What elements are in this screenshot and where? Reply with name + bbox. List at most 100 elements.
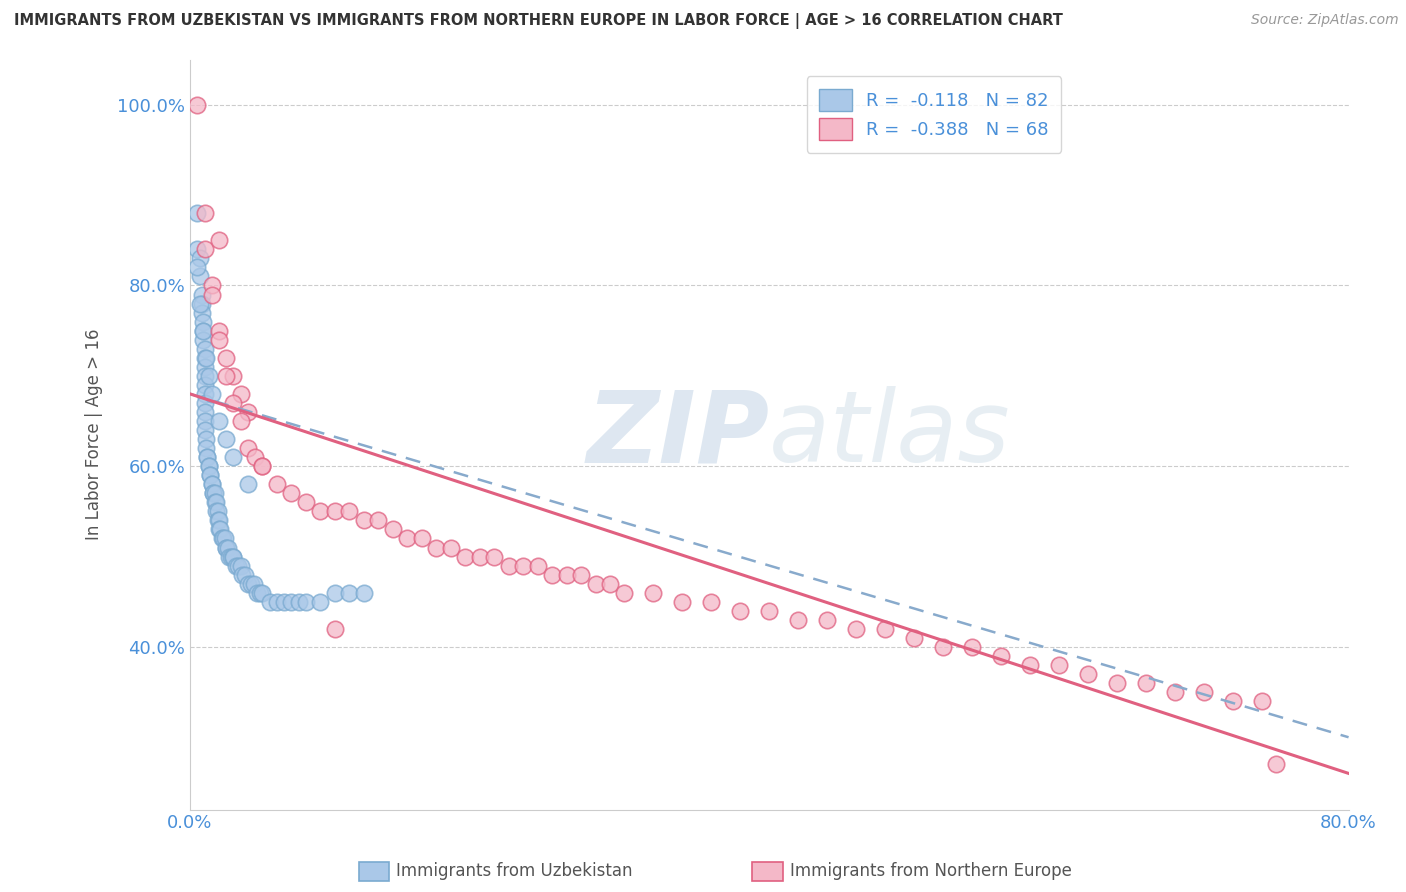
Point: [193, 243, 215, 257]
Point: [188, 269, 211, 284]
Point: [700, 595, 723, 609]
Point: [208, 324, 231, 338]
Point: [242, 576, 264, 591]
Point: [266, 477, 288, 491]
Point: [191, 333, 214, 347]
Point: [219, 549, 242, 564]
Point: [1164, 685, 1187, 699]
Text: Immigrants from Northern Europe: Immigrants from Northern Europe: [790, 863, 1071, 880]
Point: [367, 513, 389, 527]
Point: [217, 541, 239, 555]
Point: [845, 622, 868, 636]
Point: [903, 631, 925, 645]
Point: [188, 296, 211, 310]
Point: [541, 567, 564, 582]
Point: [200, 468, 222, 483]
Point: [193, 423, 215, 437]
Point: [186, 206, 208, 220]
Point: [197, 450, 219, 465]
Point: [191, 324, 214, 338]
Point: [875, 622, 897, 636]
Point: [229, 387, 252, 401]
Point: [186, 260, 208, 275]
Point: [246, 585, 269, 599]
Point: [787, 613, 810, 627]
Point: [555, 567, 578, 582]
Point: [932, 640, 955, 654]
Point: [195, 351, 218, 365]
Point: [1222, 694, 1244, 708]
Point: [195, 432, 218, 446]
Point: [195, 441, 218, 455]
Point: [205, 504, 228, 518]
Point: [381, 523, 404, 537]
Point: [197, 450, 219, 465]
Point: [236, 576, 259, 591]
Text: IMMIGRANTS FROM UZBEKISTAN VS IMMIGRANTS FROM NORTHERN EUROPE IN LABOR FORCE | A: IMMIGRANTS FROM UZBEKISTAN VS IMMIGRANTS…: [14, 13, 1063, 29]
Point: [236, 477, 259, 491]
Point: [215, 541, 238, 555]
Point: [222, 368, 245, 383]
Point: [201, 477, 224, 491]
Point: [569, 567, 592, 582]
Point: [323, 622, 346, 636]
Point: [440, 541, 463, 555]
Point: [198, 459, 221, 474]
Point: [222, 450, 245, 465]
Point: [193, 405, 215, 419]
Point: [323, 585, 346, 599]
Point: [193, 368, 215, 383]
Y-axis label: In Labor Force | Age > 16: In Labor Force | Age > 16: [86, 329, 103, 541]
Point: [273, 595, 295, 609]
Point: [599, 576, 621, 591]
Point: [222, 396, 245, 410]
Point: [215, 368, 238, 383]
Point: [193, 396, 215, 410]
Point: [239, 576, 262, 591]
Point: [280, 486, 302, 500]
Point: [190, 296, 212, 310]
Point: [207, 504, 229, 518]
Point: [396, 532, 419, 546]
Point: [208, 513, 231, 527]
Point: [730, 604, 752, 618]
Point: [1135, 676, 1157, 690]
Point: [643, 585, 665, 599]
Point: [425, 541, 447, 555]
Point: [245, 450, 267, 465]
Point: [353, 585, 375, 599]
Point: [337, 585, 360, 599]
Point: [215, 541, 238, 555]
Point: [193, 387, 215, 401]
Point: [201, 477, 224, 491]
Point: [233, 567, 256, 582]
Point: [1105, 676, 1128, 690]
Point: [236, 405, 259, 419]
Point: [204, 495, 226, 509]
Point: [208, 523, 231, 537]
Point: [190, 305, 212, 319]
Point: [249, 585, 271, 599]
Point: [990, 648, 1012, 663]
Point: [280, 595, 302, 609]
Point: [222, 549, 245, 564]
Point: [186, 97, 208, 112]
Point: [214, 532, 236, 546]
Point: [198, 459, 221, 474]
Point: [1250, 694, 1272, 708]
Point: [226, 558, 249, 573]
Point: [1077, 667, 1099, 681]
Point: [229, 558, 252, 573]
Point: [193, 351, 215, 365]
Point: [526, 558, 548, 573]
Point: [454, 549, 477, 564]
Point: [252, 459, 274, 474]
Point: [191, 324, 214, 338]
Point: [482, 549, 505, 564]
Point: [218, 549, 240, 564]
Point: [498, 558, 520, 573]
Point: [353, 513, 375, 527]
Point: [207, 513, 229, 527]
Point: [193, 377, 215, 392]
Point: [193, 414, 215, 428]
